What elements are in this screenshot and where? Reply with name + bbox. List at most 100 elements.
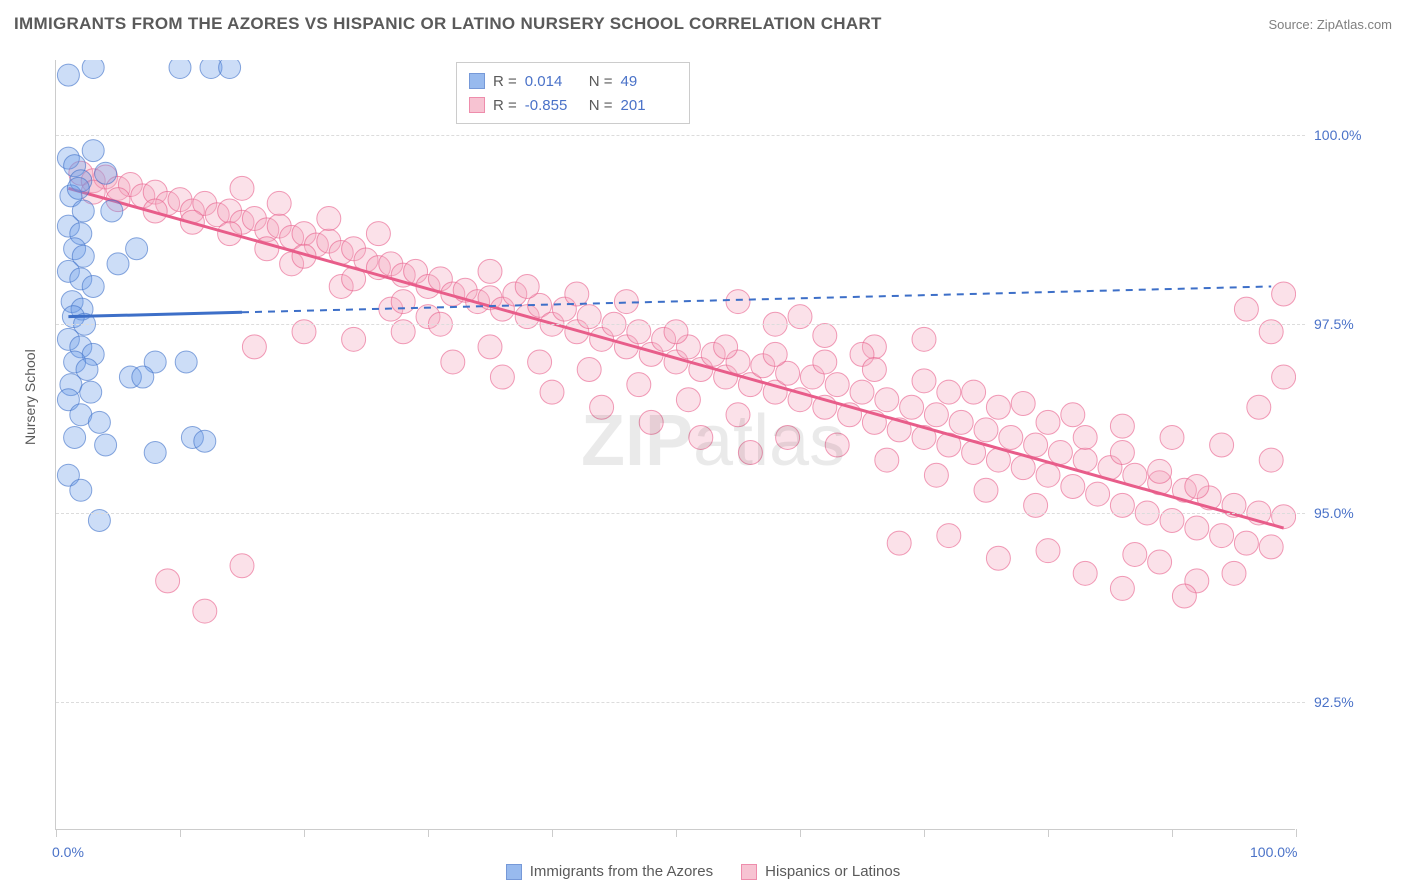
scatter-point-blue: [175, 351, 197, 373]
scatter-point-pink: [242, 335, 266, 359]
x-tick: [676, 829, 677, 837]
scatter-point-blue: [194, 430, 216, 452]
scatter-point-pink: [267, 191, 291, 215]
scatter-point-pink: [1210, 433, 1234, 457]
scatter-point-pink: [813, 350, 837, 374]
scatter-point-pink: [1024, 433, 1048, 457]
scatter-point-blue: [88, 411, 110, 433]
scatter-point-pink: [639, 410, 663, 434]
stat-R-val-pink: -0.855: [525, 97, 581, 114]
scatter-point-pink: [540, 380, 564, 404]
scatter-point-pink: [317, 207, 341, 231]
scatter-point-pink: [776, 425, 800, 449]
scatter-point-blue: [219, 60, 241, 79]
scatter-point-pink: [986, 395, 1010, 419]
scatter-point-pink: [937, 380, 961, 404]
scatter-point-blue: [57, 64, 79, 86]
x-tick: [1296, 829, 1297, 837]
stat-R-val-blue: 0.014: [525, 73, 581, 90]
scatter-point-pink: [590, 395, 614, 419]
scatter-point-pink: [391, 290, 415, 314]
scatter-point-pink: [230, 554, 254, 578]
scatter-point-pink: [156, 569, 180, 593]
scatter-point-pink: [366, 222, 390, 246]
scatter-point-pink: [1185, 475, 1209, 499]
x-tick-label: 100.0%: [1250, 844, 1297, 860]
scatter-point-pink: [490, 365, 514, 389]
scatter-point-pink: [738, 441, 762, 465]
scatter-point-pink: [937, 524, 961, 548]
scatter-point-pink: [862, 358, 886, 382]
source-label: Source: ZipAtlas.com: [1268, 17, 1392, 32]
x-tick: [304, 829, 305, 837]
stat-N-val-pink: 201: [621, 97, 677, 114]
stat-N-val-blue: 49: [621, 73, 677, 90]
scatter-point-pink: [912, 369, 936, 393]
scatter-point-pink: [763, 342, 787, 366]
scatter-point-blue: [70, 479, 92, 501]
scatter-point-pink: [1185, 516, 1209, 540]
scatter-point-pink: [1247, 395, 1271, 419]
y-tick-label: 92.5%: [1314, 694, 1354, 710]
scatter-point-pink: [726, 403, 750, 427]
scatter-point-pink: [441, 350, 465, 374]
scatter-point-pink: [515, 274, 539, 298]
stats-row-blue: R =0.014N =49: [469, 69, 677, 93]
scatter-point-pink: [342, 327, 366, 351]
scatter-point-blue: [126, 238, 148, 260]
scatter-point-blue: [144, 442, 166, 464]
scatter-point-pink: [1110, 576, 1134, 600]
x-tick: [1048, 829, 1049, 837]
scatter-point-pink: [962, 380, 986, 404]
scatter-point-pink: [1048, 441, 1072, 465]
scatter-point-blue: [101, 200, 123, 222]
stat-N-label: N =: [589, 73, 613, 90]
scatter-point-pink: [1272, 282, 1296, 306]
scatter-point-pink: [528, 350, 552, 374]
scatter-point-pink: [1148, 550, 1172, 574]
scatter-point-pink: [924, 463, 948, 487]
scatter-point-pink: [1148, 459, 1172, 483]
scatter-point-pink: [974, 418, 998, 442]
swatch-blue: [469, 73, 485, 89]
scatter-point-pink: [1011, 456, 1035, 480]
scatter-point-pink: [999, 425, 1023, 449]
y-tick-label: 97.5%: [1314, 316, 1354, 332]
scatter-point-pink: [850, 380, 874, 404]
scatter-point-pink: [1259, 535, 1283, 559]
scatter-point-pink: [986, 546, 1010, 570]
x-tick-label: 0.0%: [52, 844, 84, 860]
gridline-h: [56, 135, 1305, 136]
scatter-point-pink: [1259, 448, 1283, 472]
x-tick: [180, 829, 181, 837]
scatter-point-pink: [924, 403, 948, 427]
scatter-point-blue: [82, 140, 104, 162]
scatter-point-pink: [1234, 531, 1258, 555]
scatter-point-pink: [627, 373, 651, 397]
scatter-point-pink: [1036, 410, 1060, 434]
scatter-point-pink: [1210, 524, 1234, 548]
scatter-point-pink: [887, 531, 911, 555]
legend-item-pink: Hispanics or Latinos: [741, 863, 900, 880]
scatter-point-pink: [974, 478, 998, 502]
stats-row-pink: R = -0.855 N = 201: [469, 93, 677, 117]
scatter-point-pink: [1061, 403, 1085, 427]
stat-N-label: N =: [589, 97, 613, 114]
scatter-point-pink: [1073, 425, 1097, 449]
scatter-point-blue: [80, 381, 102, 403]
x-tick: [428, 829, 429, 837]
bottom-legend: Immigrants from the Azores Hispanics or L…: [0, 863, 1406, 880]
scatter-point-blue: [169, 60, 191, 79]
scatter-point-blue: [95, 162, 117, 184]
stat-R-label: R =: [493, 97, 517, 114]
legend-item-blue: Immigrants from the Azores: [506, 863, 713, 880]
scatter-point-pink: [1234, 297, 1258, 321]
trendline-blue-solid: [68, 312, 242, 316]
scatter-point-pink: [230, 176, 254, 200]
scatter-point-pink: [825, 373, 849, 397]
scatter-point-pink: [1123, 542, 1147, 566]
chart-svg: [56, 60, 1296, 830]
x-tick: [552, 829, 553, 837]
scatter-point-pink: [1073, 561, 1097, 585]
scatter-point-blue: [95, 434, 117, 456]
